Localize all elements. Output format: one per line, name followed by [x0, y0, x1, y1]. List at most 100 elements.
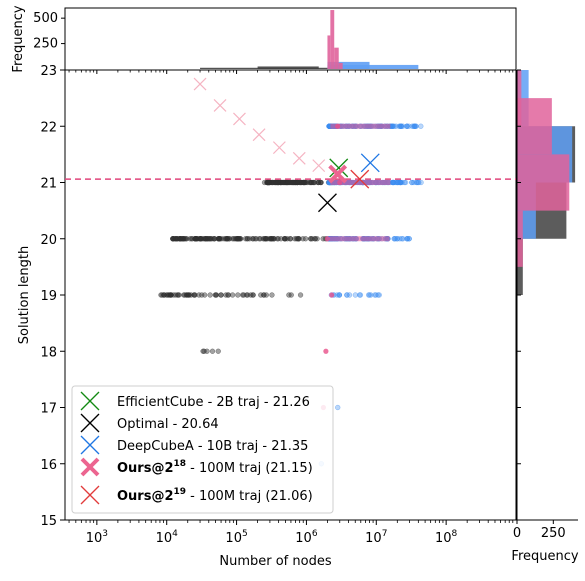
top-hist-ytick-label: 500 [33, 11, 58, 26]
scatter-point [258, 292, 264, 298]
x-tick-exponent: 6 [312, 529, 318, 539]
pink-trail-marker [193, 77, 207, 91]
y-tick-label: 23 [40, 64, 57, 79]
scatter-point [261, 292, 267, 298]
scatter-point [394, 179, 400, 186]
scatter-point [269, 292, 275, 298]
scatter-point [297, 292, 304, 298]
scatter-point [192, 292, 198, 298]
right-hist-bar [517, 98, 552, 155]
cross-stroke [213, 99, 227, 112]
scatter-point [189, 236, 195, 242]
x-tick-label: 105 [225, 529, 247, 546]
legend-label-rest: - 100M traj (21.15) [186, 461, 313, 476]
scatter-point [400, 123, 406, 129]
right-histogram: 0 250 Frequency [511, 69, 579, 564]
scatter-point [184, 292, 191, 298]
legend-marker [80, 435, 100, 455]
scatter-point [217, 236, 223, 242]
scatter-point [204, 236, 211, 242]
cross-stroke [193, 77, 207, 91]
scatter-point [413, 123, 419, 129]
scatter-point [301, 179, 307, 186]
x-tick-base: 10 [295, 531, 312, 546]
scatter-point [203, 236, 209, 242]
legend-label-bold: Ours@2 [117, 461, 174, 476]
x-tick-exponent: 8 [452, 529, 458, 539]
scatter-point [372, 292, 378, 298]
pink-point [323, 348, 329, 354]
scatter-point [250, 236, 256, 242]
y-tick-label: 18 [40, 345, 57, 360]
scatter-point [215, 348, 221, 354]
cross-stroke [252, 128, 266, 142]
method-marker [317, 193, 337, 213]
legend-box [71, 385, 334, 514]
scatter-point [406, 236, 412, 242]
scatter-point [213, 292, 220, 298]
scatter-point [292, 236, 298, 242]
scatter-point [168, 292, 174, 298]
scatter-point [263, 236, 269, 242]
scatter-point [391, 236, 397, 242]
legend-marker [80, 457, 100, 477]
scatter-point [296, 236, 302, 242]
scatter-point [402, 179, 409, 186]
method-marker [329, 158, 349, 178]
scatter-point [285, 179, 291, 186]
cross-stroke [317, 193, 337, 213]
scatter-point [352, 292, 359, 298]
cross-stroke [233, 112, 246, 126]
method-marker [350, 169, 370, 189]
top-hist-bar [257, 66, 319, 69]
legend-marker [80, 391, 100, 411]
legend: EfficientCube - 2B traj - 21.26 Optimal -… [71, 385, 334, 514]
legend-label: Ours@219 - 100M traj (21.06) [117, 487, 313, 504]
x-tick-exponent: 5 [242, 529, 248, 539]
scatter-point [166, 292, 172, 298]
x-tick-label: 103 [86, 529, 108, 546]
right-hist-xlabel: Frequency [511, 549, 578, 564]
scatter-point [224, 236, 231, 242]
legend-marker [80, 413, 100, 433]
x-tick-base: 10 [86, 531, 103, 546]
x-tick-base: 10 [365, 531, 382, 546]
right-hist-xtick-label: 0 [513, 526, 521, 541]
top-hist-bar [338, 62, 343, 69]
scatter-point [241, 292, 247, 298]
scatter-point [236, 236, 242, 242]
y-axis-label: Solution length [17, 246, 32, 345]
scatter-point [253, 236, 260, 242]
scatter-point [292, 179, 298, 186]
scatter-point [404, 236, 411, 242]
pink-trail-marker [292, 151, 306, 165]
y-tick-label: 20 [40, 233, 57, 248]
pink-trail-marker [252, 128, 266, 142]
scatter-point [175, 292, 181, 298]
top-hist-bar [327, 35, 331, 69]
scatter-point [394, 236, 401, 242]
y-tick-label: 19 [40, 289, 57, 304]
cross-stroke [312, 159, 326, 173]
scatter-point [312, 236, 318, 242]
pink-trail-marker [233, 112, 246, 126]
scatter-point [415, 179, 421, 186]
scatter-point [218, 292, 224, 298]
x-tick-base: 10 [225, 531, 242, 546]
scatter-point [235, 292, 241, 298]
legend-entry: Optimal - 20.64 [80, 413, 219, 433]
cross-stroke [328, 164, 348, 184]
x-tick-base: 10 [435, 531, 452, 546]
main-scatter-plot: 103 104 105 106 107 108151617181920212223Numb… [17, 64, 517, 569]
scatter-point [315, 179, 322, 186]
scatter-point [244, 292, 250, 298]
scatter-point [275, 179, 281, 186]
legend-label: Optimal - 20.64 [117, 417, 219, 432]
pink-dense-strip [330, 180, 391, 185]
scatter-point [215, 236, 222, 242]
scatter-point [184, 236, 190, 242]
y-tick-label: 21 [40, 177, 57, 192]
scatter-point [335, 404, 341, 411]
pink-trail-marker [312, 159, 326, 173]
